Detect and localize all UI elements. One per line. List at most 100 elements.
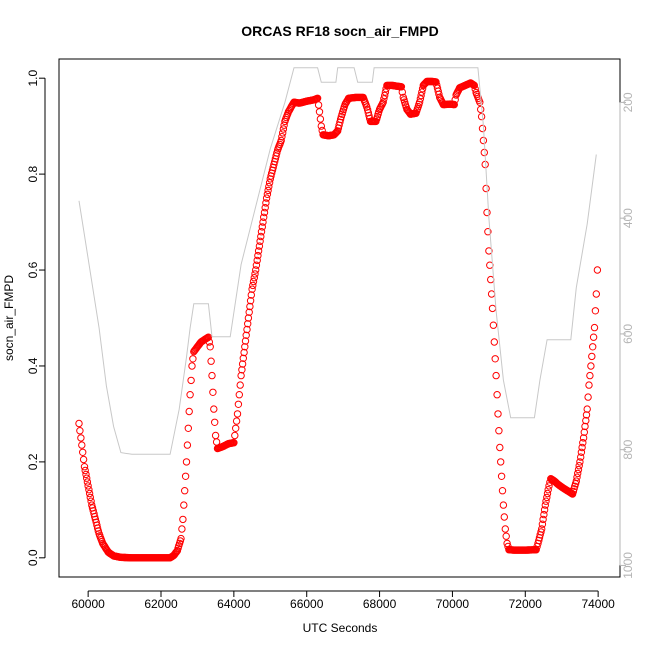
right-tick-label: 800	[621, 439, 635, 459]
data-point	[315, 108, 324, 116]
data-point	[483, 208, 491, 217]
data-point	[231, 431, 239, 440]
data-point	[589, 343, 597, 351]
data-point	[254, 251, 262, 260]
data-point	[259, 218, 267, 226]
data-point	[233, 410, 242, 418]
data-point	[577, 448, 586, 456]
y-axis-label: socn_air_FMPD	[2, 275, 16, 361]
y-tick-label: 0.6	[26, 261, 40, 278]
data-point	[279, 129, 287, 137]
data-point	[478, 124, 487, 133]
data-point	[185, 407, 193, 416]
data-point	[545, 482, 553, 490]
data-point	[78, 441, 86, 449]
data-point	[87, 497, 95, 505]
data-point	[257, 228, 266, 236]
data-point	[244, 320, 252, 328]
data-point	[593, 266, 602, 274]
data-point	[264, 186, 272, 195]
x-tick-label: 62000	[144, 597, 178, 611]
data-point	[579, 434, 588, 442]
data-point	[241, 343, 249, 351]
data-point	[265, 182, 273, 191]
data-point	[580, 428, 588, 436]
data-point	[583, 405, 591, 413]
data-point	[397, 83, 406, 91]
data-point	[278, 133, 286, 141]
data-point	[592, 290, 600, 298]
y-tick-label: 0.4	[26, 357, 40, 374]
data-point	[479, 136, 488, 145]
data-point	[248, 285, 256, 293]
data-point	[189, 355, 197, 363]
data-point	[186, 391, 194, 399]
data-point	[252, 261, 261, 269]
series-layer	[75, 67, 602, 562]
data-point	[82, 470, 90, 479]
data-point	[495, 427, 503, 435]
data-point	[85, 489, 94, 498]
data-point	[575, 462, 583, 470]
x-tick-label: 70000	[436, 597, 470, 611]
y-tick-label: 1.0	[26, 70, 40, 87]
data-point	[589, 333, 598, 341]
data-point	[576, 458, 584, 466]
x-tick-label: 74000	[581, 597, 615, 611]
data-point	[273, 149, 281, 157]
data-point	[502, 532, 510, 540]
data-point	[77, 434, 85, 442]
data-point	[584, 393, 592, 401]
data-point	[381, 88, 390, 96]
data-point	[250, 274, 259, 282]
data-point	[418, 85, 427, 93]
data-point	[579, 439, 587, 447]
data-point	[251, 270, 259, 278]
series-line	[78, 67, 597, 455]
data-point	[587, 362, 595, 370]
y-tick-label: 0.0	[26, 549, 40, 566]
data-point	[476, 98, 484, 106]
data-point	[246, 302, 254, 311]
data-point	[496, 443, 504, 452]
data-point	[249, 281, 257, 290]
data-point	[85, 486, 93, 494]
data-point	[582, 411, 591, 419]
data-point	[210, 405, 218, 413]
data-point	[477, 105, 485, 114]
data-point	[260, 208, 269, 217]
data-point	[182, 458, 191, 466]
data-point	[172, 548, 180, 557]
data-point	[415, 98, 424, 106]
data-point	[488, 304, 497, 313]
data-point	[81, 466, 89, 475]
data-point	[470, 81, 478, 90]
data-point	[258, 223, 266, 231]
data-point	[588, 352, 596, 361]
data-point	[317, 122, 325, 130]
data-point	[263, 190, 272, 199]
data-point	[277, 136, 285, 145]
data-point	[590, 323, 599, 332]
data-point	[262, 194, 271, 202]
data-point	[539, 515, 547, 524]
data-point	[242, 331, 250, 339]
data-point	[573, 473, 581, 481]
data-point	[203, 334, 211, 342]
data-point	[494, 410, 502, 418]
data-point	[188, 362, 196, 370]
data-point	[211, 431, 220, 440]
data-point	[500, 513, 508, 521]
data-point	[490, 338, 498, 346]
data-point	[255, 242, 264, 250]
data-point	[543, 493, 551, 502]
data-point	[249, 277, 258, 286]
data-point	[417, 91, 425, 100]
data-point	[177, 534, 185, 543]
x-tick-label: 72000	[509, 597, 543, 611]
data-point	[179, 515, 187, 524]
data-point	[418, 88, 426, 96]
data-point	[207, 357, 215, 365]
data-point	[578, 443, 586, 452]
data-point	[380, 95, 388, 103]
